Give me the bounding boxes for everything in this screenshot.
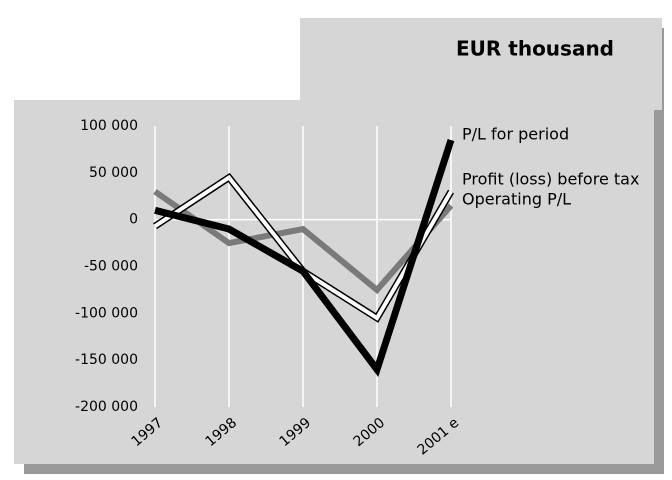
legend-label: P/L for period [462,125,569,144]
chart-panel [14,100,654,464]
legend-label: Operating P/L [462,190,571,209]
y-tick-label: 100 000 [80,118,138,134]
y-tick-label: -150 000 [75,352,138,368]
y-tick-label: 50 000 [89,165,138,181]
y-tick-label: -100 000 [75,305,138,321]
y-tick-label: -50 000 [84,259,138,275]
y-tick-label: 0 [129,212,138,228]
legend-label: Profit (loss) before tax [462,170,639,189]
chart-title: EUR thousand [456,37,614,61]
y-tick-label: -200 000 [75,399,138,415]
series-line [154,138,455,378]
